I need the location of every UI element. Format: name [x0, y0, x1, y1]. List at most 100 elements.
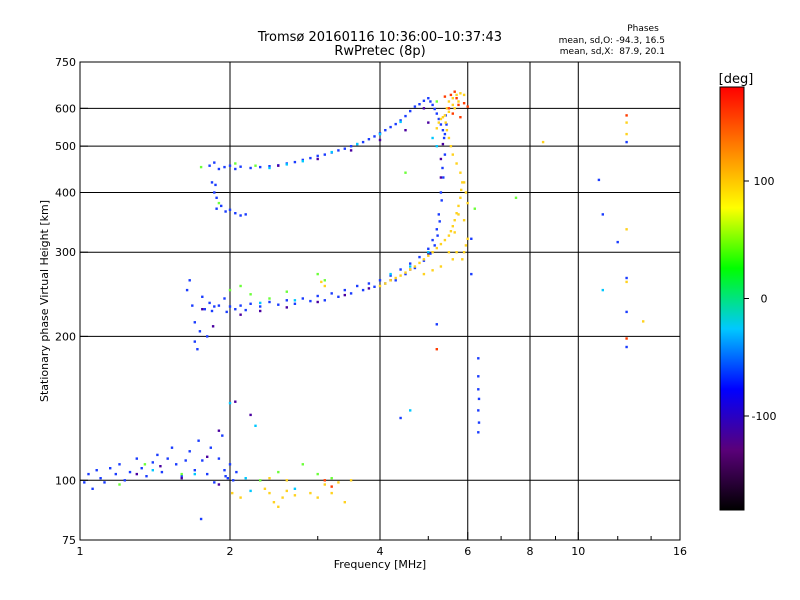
data-point	[228, 401, 232, 405]
data-point	[180, 475, 183, 478]
data-point	[460, 188, 463, 192]
data-point	[185, 288, 189, 292]
data-point	[466, 201, 469, 205]
x-axis-label: Frequency [MHz]	[334, 558, 426, 571]
data-point	[217, 304, 221, 307]
chart-title: Tromsø 20160116 10:36:00–10:37:43	[257, 30, 502, 45]
data-point	[268, 491, 271, 495]
data-point	[459, 171, 462, 174]
data-point	[259, 165, 262, 169]
data-point	[268, 477, 271, 480]
data-point	[442, 136, 446, 140]
data-point	[224, 475, 227, 478]
data-point	[441, 166, 444, 170]
data-point	[199, 517, 203, 521]
data-point	[349, 292, 353, 295]
data-point	[449, 145, 453, 148]
data-point	[449, 230, 453, 233]
data-point	[83, 481, 86, 484]
data-point	[462, 181, 466, 184]
data-point	[399, 120, 402, 124]
data-point	[268, 165, 271, 168]
data-point	[263, 487, 267, 490]
data-point	[316, 157, 319, 161]
data-point	[444, 121, 447, 124]
data-point	[394, 279, 397, 282]
data-point	[221, 434, 224, 437]
phase-colorbar: [deg] 100 0 -100	[719, 72, 776, 511]
data-point	[477, 357, 480, 360]
data-point	[128, 470, 132, 474]
data-point	[217, 483, 221, 486]
data-point	[447, 234, 451, 237]
data-point	[433, 244, 436, 247]
data-point	[477, 375, 480, 378]
data-point	[231, 491, 234, 495]
data-point	[422, 259, 426, 262]
data-point	[323, 284, 326, 288]
data-point	[223, 469, 226, 472]
data-point	[445, 129, 449, 132]
y-tick-label: 500	[55, 140, 76, 153]
data-point	[323, 479, 326, 482]
data-point	[418, 261, 421, 265]
data-point	[427, 252, 430, 255]
x-tick-label: 6	[464, 545, 471, 558]
data-point	[197, 439, 200, 442]
data-point	[409, 262, 412, 265]
series-x-green	[118, 100, 518, 486]
y-tick-label: 600	[55, 102, 76, 115]
data-point	[438, 220, 441, 223]
data-point	[422, 258, 426, 261]
data-point	[409, 268, 412, 271]
y-tick-label: 750	[55, 56, 76, 69]
data-point	[228, 305, 232, 308]
data-point	[196, 348, 199, 351]
data-point	[343, 288, 346, 292]
data-point	[206, 335, 209, 338]
data-point	[455, 93, 458, 97]
data-point	[422, 107, 426, 110]
data-point	[301, 297, 304, 300]
data-point	[316, 496, 319, 499]
data-point	[337, 295, 340, 298]
series-o-cyan	[151, 120, 604, 493]
series-o	[83, 97, 628, 521]
data-point	[301, 160, 304, 163]
data-point	[285, 479, 288, 482]
data-point	[477, 388, 480, 391]
data-point	[431, 251, 434, 254]
colorbar-label: [deg]	[719, 72, 754, 87]
data-point	[389, 274, 392, 277]
data-point	[285, 299, 288, 302]
data-point	[330, 150, 333, 154]
data-point	[201, 295, 204, 298]
data-point	[239, 496, 242, 499]
data-point	[213, 481, 216, 484]
data-point	[477, 397, 481, 401]
data-point	[156, 453, 159, 457]
data-point	[367, 287, 371, 290]
data-point	[211, 325, 215, 328]
data-point	[239, 214, 242, 217]
data-point	[323, 279, 326, 282]
data-point	[226, 477, 229, 480]
data-point	[367, 138, 371, 141]
data-point	[91, 487, 94, 490]
data-point	[140, 467, 143, 470]
data-point	[213, 191, 216, 194]
data-point	[464, 244, 468, 247]
data-point	[330, 292, 333, 295]
data-point	[330, 477, 333, 480]
data-point	[239, 284, 242, 288]
data-point	[293, 302, 297, 305]
phase-stats-x-mode: mean, sd,X: 87.9, 20.1	[560, 47, 665, 57]
data-point	[447, 136, 451, 140]
data-point	[399, 119, 402, 122]
data-point	[625, 228, 628, 231]
series-o-dark	[135, 107, 445, 486]
data-point	[193, 472, 196, 476]
data-point	[441, 142, 445, 146]
data-point	[441, 116, 445, 119]
